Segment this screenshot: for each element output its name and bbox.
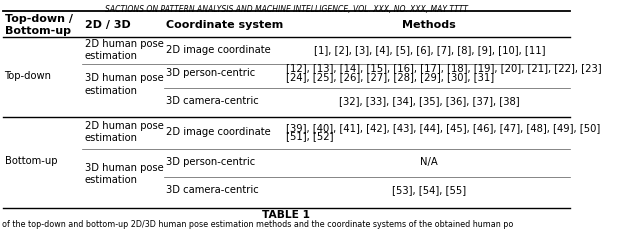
- Text: 3D person-centric: 3D person-centric: [166, 157, 255, 167]
- Text: Coordinate system: Coordinate system: [166, 20, 284, 30]
- Text: 2D / 3D: 2D / 3D: [84, 20, 131, 30]
- Text: 2D image coordinate: 2D image coordinate: [166, 127, 271, 137]
- Text: 3D human pose
estimation: 3D human pose estimation: [84, 163, 163, 185]
- Text: [1], [2], [3], [4], [5], [6], [7], [8], [9], [10], [11]: [1], [2], [3], [4], [5], [6], [7], [8], …: [314, 45, 545, 55]
- Text: 3D camera-centric: 3D camera-centric: [166, 96, 259, 106]
- Text: 2D human pose
estimation: 2D human pose estimation: [84, 121, 164, 143]
- Text: Top-down: Top-down: [4, 70, 52, 81]
- Text: [12], [13], [14], [15], [16], [17], [18], [19], [20], [21], [22], [23]: [12], [13], [14], [15], [16], [17], [18]…: [286, 63, 602, 73]
- Text: N/A: N/A: [420, 157, 438, 167]
- Text: 2D human pose
estimation: 2D human pose estimation: [84, 39, 164, 61]
- Text: TABLE 1: TABLE 1: [262, 210, 310, 220]
- Text: 3D human pose
estimation: 3D human pose estimation: [84, 73, 163, 96]
- Text: of the top-down and bottom-up 2D/3D human pose estimation methods and the coordi: of the top-down and bottom-up 2D/3D huma…: [2, 220, 513, 229]
- Text: [53], [54], [55]: [53], [54], [55]: [392, 185, 467, 195]
- Text: [51], [52]: [51], [52]: [286, 131, 333, 141]
- Text: 3D person-centric: 3D person-centric: [166, 68, 255, 78]
- Text: Bottom-up: Bottom-up: [4, 156, 57, 166]
- Text: Top-down /
Bottom-up: Top-down / Bottom-up: [4, 14, 72, 36]
- Text: [24], [25], [26], [27], [28], [29], [30], [31]: [24], [25], [26], [27], [28], [29], [30]…: [286, 72, 494, 82]
- Text: 3D camera-centric: 3D camera-centric: [166, 185, 259, 195]
- Text: Methods: Methods: [403, 20, 456, 30]
- Text: SACTIONS ON PATTERN ANALYSIS AND MACHINE INTELLIGENCE, VOL. XXX, NO. XXX, MAY TT: SACTIONS ON PATTERN ANALYSIS AND MACHINE…: [105, 5, 468, 14]
- Text: 2D image coordinate: 2D image coordinate: [166, 45, 271, 55]
- Text: [39], [40], [41], [42], [43], [44], [45], [46], [47], [48], [49], [50]: [39], [40], [41], [42], [43], [44], [45]…: [286, 123, 600, 133]
- Text: [32], [33], [34], [35], [36], [37], [38]: [32], [33], [34], [35], [36], [37], [38]: [339, 96, 520, 106]
